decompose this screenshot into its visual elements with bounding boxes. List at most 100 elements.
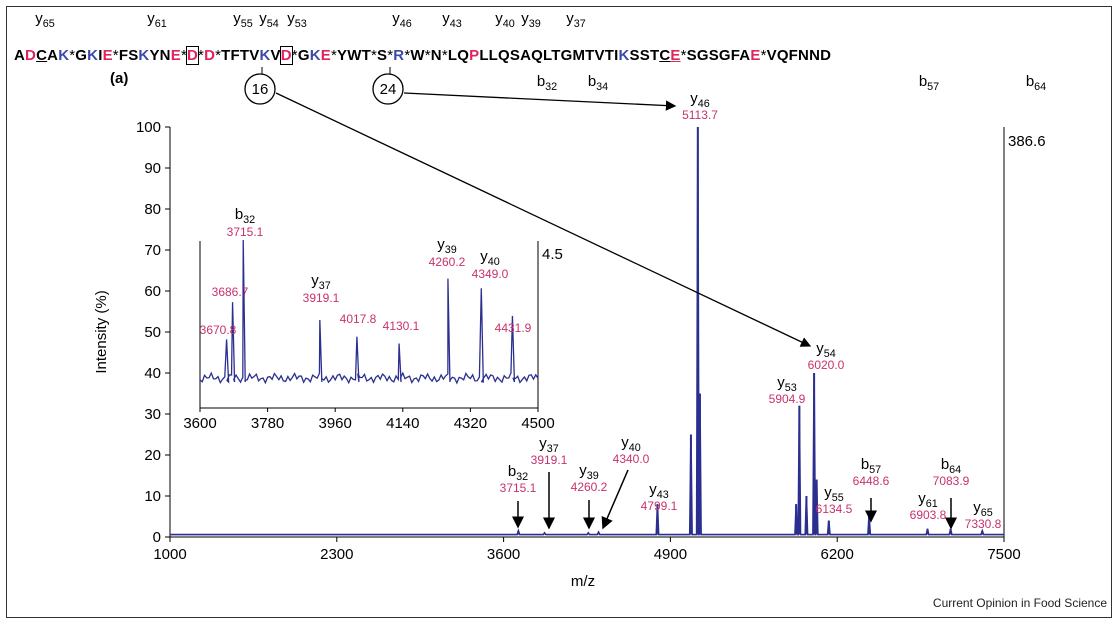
sequence-residue: K (259, 47, 271, 64)
sequence-residue: LLQSAQLTGMTVTI (479, 47, 619, 64)
sequence-top-ion-label: y43 (442, 10, 462, 30)
sequence-residue: E (170, 47, 181, 64)
sequence-top-ion-label: y65 (35, 10, 55, 30)
sequence-residue: LQ (447, 47, 470, 64)
sequence-residue: R (393, 47, 405, 64)
sequence-bottom-ion-label: b34 (588, 73, 608, 93)
x-tick-label: 7500 (987, 546, 1020, 563)
sequence-residue: I (98, 47, 103, 64)
peak-ion-label: y40 (621, 434, 641, 454)
spectrum-trace (170, 126, 1004, 536)
inset-mz-label: 3715.1 (227, 225, 264, 239)
peak-mz-label: 5113.7 (682, 108, 718, 122)
peak-mz-label: 7330.8 (965, 517, 1002, 531)
inset-small-mz-label: 4431.9 (495, 321, 532, 335)
peak-mz-label: 4340.0 (613, 452, 650, 466)
inset-small-mz-label: 3670.8 (200, 323, 237, 337)
sequence-residue: * (441, 47, 448, 64)
inset-small-mz-label: 3686.7 (212, 285, 249, 299)
sequence-top-ion-label: y40 (495, 10, 515, 30)
inset-small-mz-label: 4017.8 (340, 312, 377, 326)
sequence-residue: FS (118, 47, 139, 64)
sequence-residue: A (47, 47, 59, 64)
sequence-residue: YN (149, 47, 171, 64)
sequence-residue: D (279, 46, 293, 65)
y-tick-label: 80 (144, 201, 161, 218)
sequence-residue: E (750, 47, 761, 64)
sequence-bottom-ion-label: b32 (537, 73, 557, 93)
sequence-top-ion-label: y61 (147, 10, 167, 30)
sequence-residue: SGSGFA (686, 47, 751, 64)
x-tick-label: 2300 (320, 546, 353, 563)
scale-label: 386.6 (1008, 133, 1046, 150)
x-tick-label: 6200 (821, 546, 854, 563)
sequence-residue: VQFNND (766, 47, 832, 64)
inset-x-tick-label: 3780 (251, 415, 284, 432)
peak-mz-label: 6134.5 (816, 502, 853, 516)
inset-ion-label: b32 (235, 206, 255, 226)
peak-mz-label: 7083.9 (933, 474, 970, 488)
peak-ion-label: y54 (816, 340, 836, 360)
x-axis-title: m/z (571, 573, 595, 590)
inset-x-tick-label: 4140 (386, 415, 419, 432)
figure-frame (6, 6, 1112, 618)
sequence-residue: E (102, 47, 113, 64)
inset-x-tick-label: 4500 (521, 415, 554, 432)
sequence-top-ion-label: y55 (233, 10, 253, 30)
peak-mz-label: 6903.8 (910, 508, 947, 522)
sequence-residue: K (618, 47, 630, 64)
peak-ion-label: y37 (539, 435, 559, 455)
peak-mz-label: 4799.1 (641, 499, 678, 513)
sequence-top-ion-label: y46 (392, 10, 412, 30)
y-tick-label: 0 (153, 529, 161, 546)
x-tick-label: 3600 (487, 546, 520, 563)
inset-mz-label: 4349.0 (472, 267, 509, 281)
inset-mz-label: 4260.2 (429, 255, 466, 269)
sequence-residue: K (87, 47, 99, 64)
inset-mz-label: 3919.1 (303, 291, 340, 305)
peak-ion-label: b57 (861, 456, 881, 476)
inset-ion-label: y39 (437, 236, 457, 256)
residue-to-peak-arrow (403, 92, 677, 111)
sequence-residue: C (659, 47, 671, 64)
sequence-residue: G (297, 47, 310, 64)
y-tick-label: 90 (144, 160, 161, 177)
residue-number: 24 (380, 81, 397, 98)
sequence-top-ion-label: y54 (259, 10, 279, 30)
inset-x-tick-label: 3960 (319, 415, 352, 432)
y-tick-label: 70 (144, 242, 161, 259)
y-tick-label: 20 (144, 447, 161, 464)
peak-ion-label: y53 (777, 374, 797, 394)
sequence-residue: S (377, 47, 388, 64)
inset-x-tick-label: 3600 (183, 415, 216, 432)
peak-ion-label: b64 (941, 456, 961, 476)
sequence-residue: W (410, 47, 425, 64)
sequence-residue: * (387, 47, 394, 64)
peak-mz-label: 6020.0 (808, 358, 845, 372)
sequence-residue: C (36, 47, 48, 64)
residue-circle (244, 73, 276, 105)
peak-ion-label: y43 (649, 481, 669, 501)
sequence-top-ion-label: y37 (566, 10, 586, 30)
peak-ion-label: y39 (579, 462, 599, 482)
sequence-residue: D (25, 47, 37, 64)
sequence-residue: * (291, 47, 298, 64)
y-tick-label: 60 (144, 283, 161, 300)
sequence-residue: A (14, 47, 26, 64)
inset-ion-label: y40 (480, 248, 500, 268)
journal-credit: Current Opinion in Food Science (932, 596, 1107, 610)
inset-trace (199, 239, 539, 385)
sequence-residue: G (75, 47, 88, 64)
sequence-top-ion-label: y39 (521, 10, 541, 30)
sequence-top-ion-label: y53 (287, 10, 307, 30)
sequence-residue: * (180, 47, 187, 64)
sequence-residue: K (138, 47, 150, 64)
sequence-residue: * (680, 47, 687, 64)
sequence-residue: K (309, 47, 321, 64)
panel-label: (a) (110, 70, 129, 87)
sequence-residue: * (198, 47, 205, 64)
sequence-residue: * (760, 47, 767, 64)
sequence-residue: E (670, 47, 681, 64)
sequence-residue: * (330, 47, 338, 64)
